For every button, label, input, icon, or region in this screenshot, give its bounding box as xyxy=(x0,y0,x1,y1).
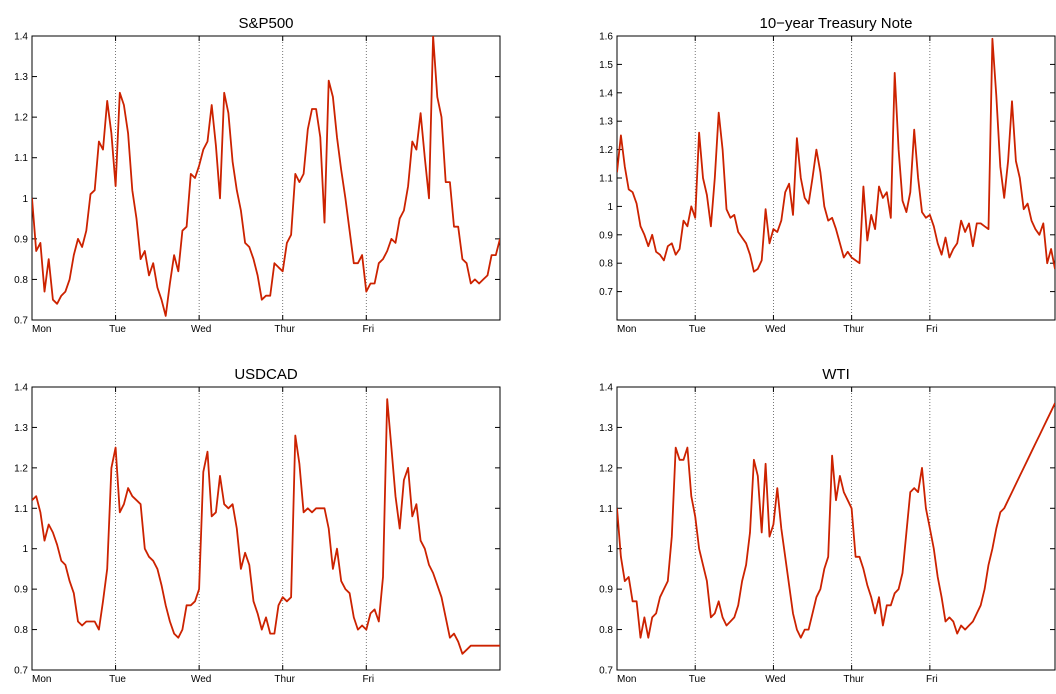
y-tick-label: 1.1 xyxy=(14,504,28,515)
chart-title: 10−year Treasury Note xyxy=(760,15,913,32)
y-tick-label: 1.1 xyxy=(14,153,28,164)
y-tick-label: 1.4 xyxy=(599,383,613,394)
y-tick-label: 0.9 xyxy=(599,230,613,241)
y-tick-label: 0.7 xyxy=(599,287,613,298)
y-tick-label: 0.9 xyxy=(14,585,28,596)
y-tick-label: 1 xyxy=(607,202,613,213)
plot-frame xyxy=(31,35,501,321)
y-tick-label: 0.7 xyxy=(14,316,28,327)
y-tick-label: 0.7 xyxy=(599,666,613,677)
y-tick-label: 0.7 xyxy=(14,666,28,677)
chart-title: USDCAD xyxy=(234,366,298,383)
x-tick-label: Thur xyxy=(843,674,864,685)
y-tick-label: 0.9 xyxy=(14,234,28,245)
y-tick-label: 1.4 xyxy=(14,383,28,394)
series-line xyxy=(617,37,1055,273)
x-tick-label: Thur xyxy=(274,324,295,335)
y-tick-label: 0.8 xyxy=(599,625,613,636)
series-line xyxy=(32,36,500,317)
y-tick-label: 1.2 xyxy=(599,145,613,156)
x-tick-label: Tue xyxy=(109,324,126,335)
x-tick-label: Thur xyxy=(274,674,295,685)
x-tick-label: Fri xyxy=(362,674,374,685)
x-tick-label: Mon xyxy=(617,674,636,685)
plot-frame xyxy=(616,386,1056,671)
y-tick-label: 1.2 xyxy=(14,463,28,474)
x-tick-label: Wed xyxy=(191,324,211,335)
y-tick-label: 1.3 xyxy=(599,423,613,434)
x-tick-label: Thur xyxy=(843,324,864,335)
y-tick-label: 0.9 xyxy=(599,585,613,596)
x-tick-label: Wed xyxy=(765,674,785,685)
x-tick-label: Tue xyxy=(109,674,126,685)
y-tick-label: 1.2 xyxy=(14,113,28,124)
x-tick-label: Fri xyxy=(362,324,374,335)
y-tick-label: 1.4 xyxy=(599,88,613,99)
x-tick-label: Fri xyxy=(926,674,938,685)
x-tick-label: Wed xyxy=(765,324,785,335)
y-tick-label: 1.3 xyxy=(14,423,28,434)
y-tick-label: 1.5 xyxy=(599,60,613,71)
y-tick-label: 1.3 xyxy=(14,72,28,83)
y-tick-label: 1.3 xyxy=(599,117,613,128)
chart-panel: 0.7 0.8 0.9 1 1.1 1.2 1.3 1.4 Mon Tue Wed Thur Fri S&… xyxy=(14,15,501,335)
y-tick-label: 1.1 xyxy=(599,504,613,515)
x-tick-label: Mon xyxy=(32,674,51,685)
y-tick-label: 1.1 xyxy=(599,174,613,185)
chart-panel: 0.7 0.8 0.9 1 1.1 1.2 1.3 1.4 Mon Tue Wed Thur Fri WT… xyxy=(599,366,1056,685)
y-tick-label: 1.6 xyxy=(599,32,613,43)
y-tick-label: 1.4 xyxy=(14,32,28,43)
x-tick-label: Mon xyxy=(617,324,636,335)
x-tick-label: Tue xyxy=(689,674,706,685)
plot-frame xyxy=(616,35,1056,321)
y-tick-label: 0.8 xyxy=(14,625,28,636)
x-tick-label: Tue xyxy=(689,324,706,335)
plot-frame xyxy=(31,386,501,671)
y-tick-label: 1 xyxy=(607,544,613,555)
y-tick-label: 1 xyxy=(22,194,28,205)
y-tick-label: 1 xyxy=(22,544,28,555)
series-line xyxy=(32,398,500,655)
x-tick-label: Fri xyxy=(926,324,938,335)
series-line xyxy=(617,402,1055,639)
chart-title: S&P500 xyxy=(238,15,293,32)
chart-panel: 0.7 0.8 0.9 1 1.1 1.2 1.3 1.4 1.5 1.6 Mon Tue Wed Thu… xyxy=(599,15,1056,335)
x-tick-label: Wed xyxy=(191,674,211,685)
chart-title: WTI xyxy=(822,366,850,383)
y-tick-label: 1.2 xyxy=(599,463,613,474)
y-tick-label: 0.8 xyxy=(14,275,28,286)
x-tick-label: Mon xyxy=(32,324,51,335)
chart-panel: 0.7 0.8 0.9 1 1.1 1.2 1.3 1.4 Mon Tue Wed Thur Fri US… xyxy=(14,366,501,685)
y-tick-label: 0.8 xyxy=(599,259,613,270)
